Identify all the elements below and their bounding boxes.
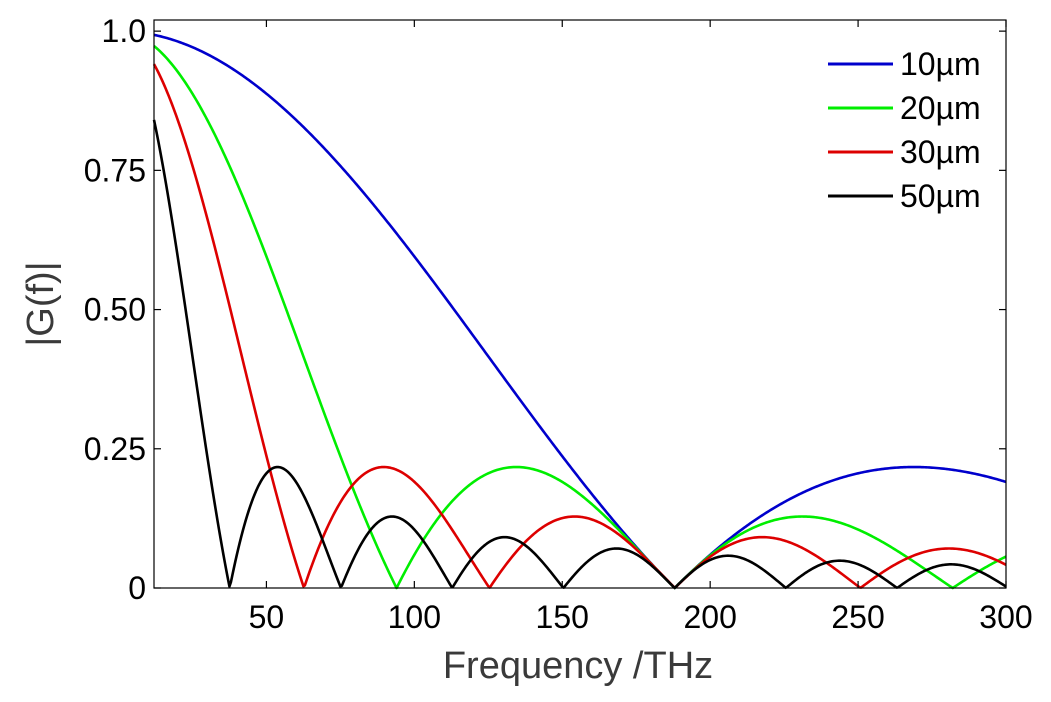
ticks-layer: 50 100 150 200 250 300 0 0.25 0.50 0.75 1.0 [84, 13, 1033, 635]
x-tick-label: 200 [683, 599, 736, 635]
legend-label-3: 30µm [900, 134, 981, 170]
x-axis-title: Frequency /THz [443, 645, 713, 687]
y-tick-label: 1.0 [102, 13, 146, 49]
x-tick-label: 50 [249, 599, 285, 635]
legend-label-1: 10µm [900, 46, 981, 82]
legend-label-2: 20µm [900, 90, 981, 126]
axes-box [153, 19, 1007, 589]
x-tick-label: 250 [831, 599, 884, 635]
series-line-2 [153, 44, 1007, 590]
series-line-4 [152, 119, 1007, 590]
series-line-3 [152, 63, 1007, 589]
legend: 10µm 20µm 30µm 50µm [828, 46, 981, 214]
legend-label-4: 50µm [900, 178, 981, 214]
y-tick-label: 0.50 [84, 292, 146, 328]
x-tick-label: 100 [388, 599, 441, 635]
y-tick-label: 0 [128, 570, 146, 606]
y-tick-label: 0.25 [84, 431, 146, 467]
x-tick-label: 300 [979, 599, 1032, 635]
y-axis-title: |G(f)| [20, 261, 62, 346]
y-tick-label: 0.75 [84, 152, 146, 188]
series-line-1 [153, 33, 1007, 590]
series-layer [152, 33, 1007, 590]
x-tick-label: 150 [536, 599, 589, 635]
